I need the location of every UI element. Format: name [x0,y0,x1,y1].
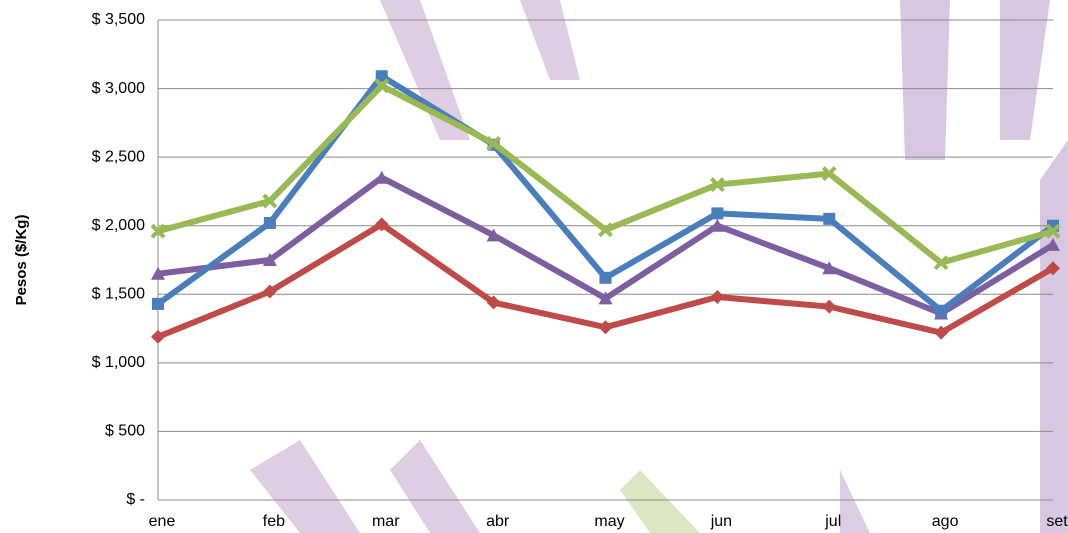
x-tick-label: jun [710,513,732,530]
y-axis-label: Pesos ($/Kg) [13,215,30,306]
y-tick-label: $ 2,500 [92,148,145,165]
marker [152,297,164,310]
x-tick-label: may [594,513,624,530]
marker [262,253,277,266]
marker [486,228,501,242]
y-tick-label: $ 3,500 [92,11,145,28]
marker [486,136,502,151]
marker [599,271,612,284]
marker [822,299,837,314]
x-tick-label: mar [372,513,400,530]
marker [151,329,165,344]
marker [598,320,613,335]
y-tick-label: $ 3,000 [92,80,145,97]
marker [375,70,388,83]
marker [486,295,501,310]
marker [709,177,725,192]
marker [374,78,390,94]
marker [821,166,837,182]
x-tick-label: feb [263,513,285,530]
y-tick-label: $ - [126,491,145,508]
background-decoration [250,0,1068,533]
y-tick-label: $ 1,000 [92,354,145,371]
marker [710,218,725,232]
x-tick-label: abr [486,513,510,530]
x-tick-label: ene [149,513,176,530]
marker [150,223,166,239]
x-tick-label: ago [932,513,959,530]
marker [823,212,836,225]
marker [374,217,389,232]
marker [263,216,276,229]
marker [822,261,837,275]
y-tick-label: $ 500 [105,423,145,440]
marker [262,193,278,209]
x-tick-label: set [1046,513,1068,530]
y-tick-label: $ 2,000 [92,217,145,234]
marker [933,255,949,271]
marker [262,284,277,299]
marker [710,290,725,305]
marker [711,207,724,220]
marker [598,291,613,305]
marker [374,170,389,184]
marker [1045,223,1061,239]
marker [151,266,165,280]
marker [935,304,948,317]
marker [1046,261,1060,276]
marker [598,222,613,238]
marker [1046,237,1060,251]
y-tick-label: $ 1,500 [92,286,145,303]
marker [934,325,949,340]
x-tick-label: jul [824,513,841,530]
